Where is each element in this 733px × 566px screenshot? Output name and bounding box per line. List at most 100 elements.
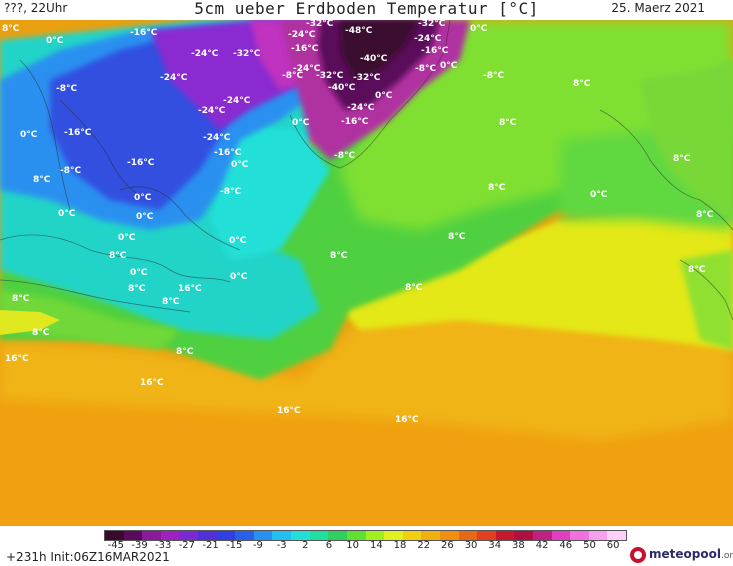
temp-label: 8°C xyxy=(673,154,691,164)
colorbar-segment xyxy=(198,531,217,540)
colorbar-segment xyxy=(235,531,254,540)
coastlines xyxy=(0,20,733,321)
colorbar-segment xyxy=(458,531,478,540)
colorbar-segment xyxy=(328,531,347,540)
forecast-time-label: ???, 22Uhr xyxy=(4,1,68,15)
temp-label: -8°C xyxy=(334,151,355,161)
temp-label: -8°C xyxy=(56,84,77,94)
logo-tld: .org xyxy=(720,551,733,561)
colorbar-tick-label: 46 xyxy=(559,540,573,551)
colorbar-tick-label: 6 xyxy=(325,540,333,551)
europe-land-southwest xyxy=(680,250,733,350)
temp-label: -32°C xyxy=(233,49,261,59)
colorbar-segment xyxy=(402,531,422,540)
temperature-colorbar xyxy=(104,530,627,541)
temp-label: -8°C xyxy=(220,187,241,197)
colorbar-tick-label: -3 xyxy=(276,540,287,551)
temp-label: 0°C xyxy=(134,193,152,203)
temp-label: -32°C xyxy=(306,20,334,29)
temp-label: -24°C xyxy=(160,73,188,83)
colorbar-segment xyxy=(291,531,310,540)
colorbar-tick-label: 34 xyxy=(488,540,502,551)
temp-label: -24°C xyxy=(293,64,321,74)
temp-label: -16°C xyxy=(341,117,369,127)
colorbar-segment xyxy=(588,531,608,540)
temp-label: -24°C xyxy=(198,106,226,116)
colorbar-segment xyxy=(123,531,143,540)
temp-label: -8°C xyxy=(60,166,81,176)
colorbar-segment xyxy=(105,531,124,540)
colorbar-tick-label: -39 xyxy=(131,540,148,551)
temp-label: 0°C xyxy=(292,118,310,128)
temp-label: 8°C xyxy=(128,284,146,294)
temp-label: 8°C xyxy=(488,183,506,193)
map-title: 5cm ueber Erdboden Temperatur [°C] xyxy=(194,0,539,18)
temp-label: -40°C xyxy=(360,54,388,64)
temp-label: -40°C xyxy=(328,83,356,93)
temp-label: -8°C xyxy=(415,64,436,74)
colorbar-segment xyxy=(514,531,534,540)
temp-label: 0°C xyxy=(590,190,608,200)
colorbar-tick-label: 26 xyxy=(441,540,454,551)
temp-label: -24°C xyxy=(414,34,442,44)
meteopool-logo[interactable]: meteopool.org xyxy=(630,547,733,563)
colorbar-segment xyxy=(253,531,273,540)
temp-label: -24°C xyxy=(191,49,219,59)
temp-label: -24°C xyxy=(347,103,375,113)
colorbar-segment xyxy=(421,531,440,540)
colorbar-tick-label: 38 xyxy=(512,540,525,551)
temp-label: 0°C xyxy=(136,212,154,222)
europe-land xyxy=(640,60,733,220)
temp-label: 0°C xyxy=(230,272,248,282)
colorbar-segment xyxy=(272,531,292,540)
teal-zone xyxy=(210,120,330,260)
temp-label: -16°C xyxy=(130,28,158,38)
temp-label: -24°C xyxy=(223,96,251,106)
temp-label: 8°C xyxy=(33,175,51,185)
colorbar-tick-label: 18 xyxy=(393,540,407,551)
colorbar-segment xyxy=(495,531,515,540)
temp-label: 8°C xyxy=(162,297,180,307)
colorbar-tick-label: -15 xyxy=(226,540,243,551)
colorbar-segment xyxy=(365,531,385,540)
model-run-info: +231h Init:06Z16MAR2021 xyxy=(6,550,170,564)
colorbar-tick-label: -27 xyxy=(178,540,196,551)
map-footer: -45 -39 -33 -27 -21 -15 -9 -3 2 6 10 14 18 22 26 30 34 38… xyxy=(0,526,733,566)
colorbar-tick-label: -21 xyxy=(202,540,219,551)
colorbar-segment xyxy=(179,531,199,540)
colorbar-segment xyxy=(533,531,552,540)
map-canvas: 8°C -16°C 0°C -32°C -48°C -32°C 0°C -24°… xyxy=(0,20,733,526)
temp-label: 8°C xyxy=(696,210,714,220)
temp-label: 0°C xyxy=(231,160,249,170)
colorbar-tick-label: 10 xyxy=(346,540,360,551)
colorbar-tick-label: 60 xyxy=(606,540,620,551)
temp-label: -8°C xyxy=(282,71,303,81)
colorbar-tick-label: 30 xyxy=(464,540,478,551)
colorbar-tick-label: 42 xyxy=(535,540,549,551)
temp-label: 0°C xyxy=(130,268,148,278)
map-header: ???, 22Uhr 5cm ueber Erdboden Temperatur… xyxy=(0,0,733,20)
temp-label: -16°C xyxy=(214,148,242,158)
colorbar-segment xyxy=(216,531,236,540)
forecast-date: 25. Maerz 2021 xyxy=(611,1,705,15)
temp-label: -32°C xyxy=(353,73,381,83)
temp-label: 0°C xyxy=(20,130,38,140)
colorbar-segment xyxy=(570,531,589,540)
temp-label: 8°C xyxy=(12,294,30,304)
mid-ocean-yellow xyxy=(340,210,733,350)
temp-label: 0°C xyxy=(440,61,458,71)
temp-label: -16°C xyxy=(421,46,449,56)
temp-label: 16°C xyxy=(277,406,301,416)
temp-label: 8°C xyxy=(2,24,20,34)
colorbar-segment xyxy=(384,531,403,540)
colorbar-segment xyxy=(142,531,161,540)
colorbar-tick-label: 2 xyxy=(302,540,309,551)
southeast-coast-warm xyxy=(0,310,60,335)
temp-label: 16°C xyxy=(5,354,29,364)
temp-label: 8°C xyxy=(448,232,466,242)
temp-label: -24°C xyxy=(288,30,316,40)
colorbar-segment xyxy=(439,531,459,540)
temp-label: -8°C xyxy=(483,71,504,81)
temperature-labels: 8°C -16°C 0°C -32°C -48°C -32°C 0°C -24°… xyxy=(2,20,714,425)
temp-label: 0°C xyxy=(375,91,393,101)
